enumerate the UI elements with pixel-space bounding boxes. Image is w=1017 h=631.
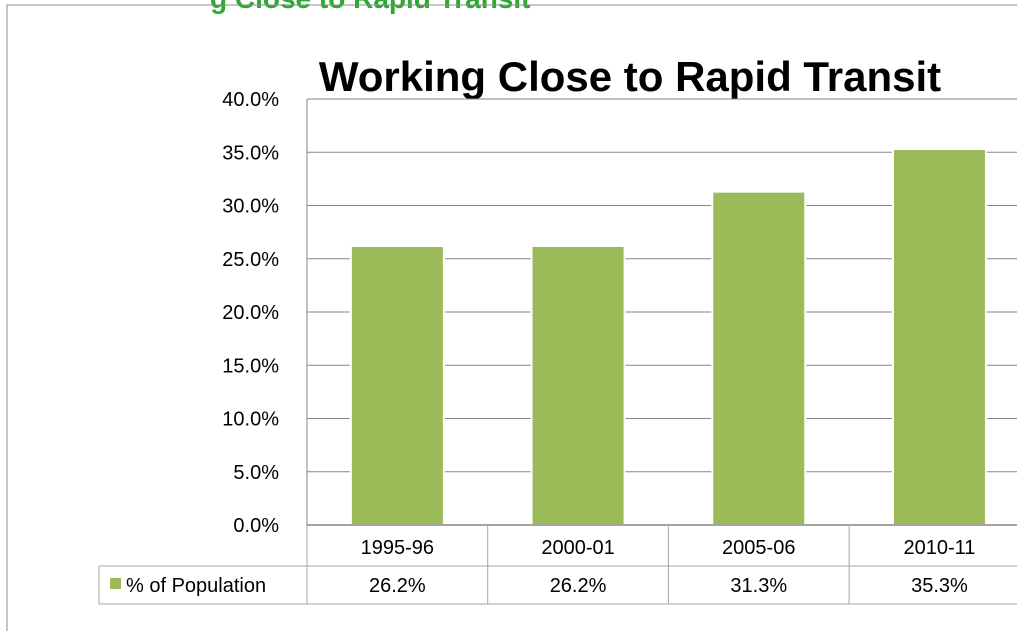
x-tick-label: 1995-96 (361, 537, 434, 559)
y-tick-label: 0.0% (233, 515, 279, 537)
y-tick-label: 20.0% (222, 302, 279, 324)
x-tick-label: 2000-01 (541, 537, 614, 559)
y-tick-label: 35.0% (222, 142, 279, 164)
x-tick-label: 2010-11 (903, 537, 975, 559)
legend-swatch (110, 578, 121, 589)
legend-series-name: % of Population (126, 575, 266, 597)
chart-frame (6, 4, 1017, 631)
y-axis-ticks: 0.0% 5.0% 10.0% 15.0% 20.0% 25.0% 30.0% 35.0% 40… (222, 89, 279, 537)
y-tick-label: 5.0% (233, 462, 279, 484)
x-tick-label: 2005-06 (722, 537, 795, 559)
bar (711, 190, 807, 526)
y-tick-label: 15.0% (222, 355, 279, 377)
bar (530, 244, 626, 526)
chart-title: Working Close to Rapid Transit (319, 53, 941, 100)
header-fragment: g Close to Rapid Transit (210, 0, 530, 14)
bar (891, 148, 987, 526)
data-label: 31.3% (730, 575, 787, 597)
y-tick-label: 25.0% (222, 249, 279, 271)
y-tick-label: 10.0% (222, 409, 279, 431)
data-label: 35.3% (911, 575, 968, 597)
data-label: 26.2% (369, 575, 426, 597)
y-tick-label: 30.0% (222, 196, 279, 218)
bar (349, 244, 445, 526)
bars (349, 148, 987, 526)
data-label: 26.2% (550, 575, 607, 597)
data-table: 1995-96 2000-01 2005-06 2010-11 % of Populat… (98, 524, 1017, 605)
y-tick-label: 40.0% (222, 89, 279, 111)
